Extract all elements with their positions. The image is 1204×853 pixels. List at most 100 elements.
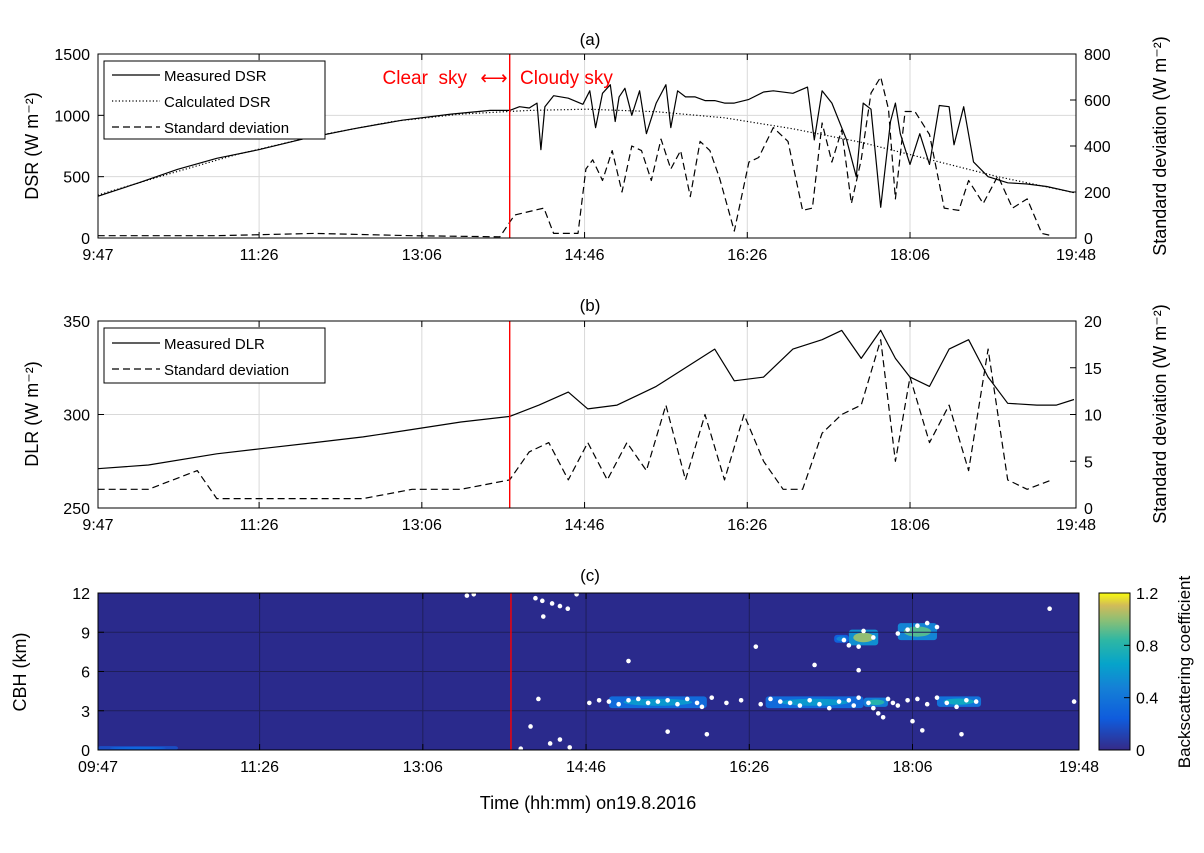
panel-c-label: (c)	[580, 566, 600, 585]
cbh-point	[616, 701, 621, 707]
cbh-point	[836, 699, 842, 704]
cbh-point	[866, 700, 871, 706]
panel-a-y2label: Standard deviation (W m⁻²)	[1150, 36, 1170, 256]
y2-tick-label: 600	[1084, 93, 1111, 110]
heatmap-cell-core	[780, 698, 849, 706]
cbh-point	[675, 701, 680, 707]
cbh-point	[533, 595, 538, 601]
x-tick-label: 18:06	[892, 759, 932, 776]
y-tick-label: 350	[63, 314, 90, 331]
colorbar-tick-label: 0	[1136, 743, 1145, 760]
y2-tick-label: 0	[1084, 231, 1093, 248]
cbh-point	[587, 700, 592, 706]
x-tick-label: 16:26	[727, 517, 767, 534]
cbh-point	[885, 696, 891, 702]
series-line-measured-dlr	[97, 329, 1075, 470]
cbh-point	[973, 699, 979, 704]
panel-b-series	[97, 329, 1075, 500]
x-tick-label: 13:06	[403, 759, 443, 776]
panel-b: (b) 9:47 11:26 13:06 14:46 16:26 18:06 19:48 25…	[22, 296, 1170, 534]
colorbar-label: Backscattering coefficient	[1175, 576, 1194, 769]
cbh-point	[880, 714, 886, 720]
cbh-point	[699, 704, 705, 710]
y2-tick-label: 20	[1084, 314, 1102, 331]
panel-c: (c) 09:47 11:26 13:06 14:46 16:26 18:06 19:480…	[10, 566, 1194, 813]
cbh-point	[768, 696, 773, 702]
legend-label-measured-dlr: Measured DLR	[164, 336, 265, 353]
panel-a-ylabel: DSR (W m⁻²)	[22, 92, 42, 199]
y-tick-label: 300	[63, 408, 90, 425]
annotation-cloudy-sky: Cloudy sky	[520, 68, 613, 89]
cbh-point	[540, 598, 545, 604]
colorbar	[1098, 592, 1131, 751]
cbh-point	[934, 624, 940, 630]
cbh-point	[895, 631, 901, 636]
cbh-point	[684, 696, 690, 702]
panel-c-xlabel: Time (hh:mm) on19.8.2016	[480, 793, 696, 813]
colorbar-tick-label: 1.2	[1136, 586, 1158, 603]
y-tick-label: 12	[72, 586, 90, 603]
panel-c-ylabel: CBH (km)	[10, 633, 30, 712]
y-tick-label: 0	[81, 231, 90, 248]
y2-tick-label: 400	[1084, 139, 1111, 156]
annotation-arrow: ⟷	[480, 68, 507, 89]
panel-b-ticks: 9:47 11:26 13:06 14:46 16:26 18:06 19:48 250 300…	[63, 314, 1102, 534]
x-tick-label: 18:06	[890, 247, 930, 264]
cbh-point	[557, 737, 563, 742]
cbh-point	[738, 697, 744, 703]
y2-tick-label: 10	[1084, 408, 1102, 425]
series-line-standard-deviation	[97, 339, 1052, 500]
cbh-point	[626, 697, 631, 703]
cbh-point	[812, 662, 817, 668]
cbh-point	[817, 701, 822, 707]
cbh-point	[694, 700, 700, 706]
x-tick-label: 14:46	[566, 759, 606, 776]
cbh-point	[924, 620, 930, 626]
panel-a-label: (a)	[580, 30, 601, 49]
cbh-point	[895, 703, 901, 708]
cbh-point	[540, 614, 546, 619]
x-tick-label: 19:48	[1059, 759, 1099, 776]
y2-tick-label: 800	[1084, 47, 1111, 64]
cbh-point	[1047, 606, 1052, 611]
series-line-standard-deviation	[97, 76, 1052, 238]
y-tick-label: 1500	[54, 47, 90, 64]
y-tick-label: 250	[63, 501, 90, 518]
cbh-point	[924, 701, 930, 707]
heatmap-cell-core	[853, 632, 874, 643]
cbh-point	[787, 700, 793, 706]
cbh-point	[758, 701, 764, 707]
legend-label-measured-dsr: Measured DSR	[164, 68, 267, 85]
x-tick-label: 16:26	[727, 247, 767, 264]
heatmap-cell-core	[903, 626, 932, 637]
cbh-point	[665, 729, 670, 734]
annotation-clear-cloudy: Clear sky ⟷ Cloudy sky	[383, 68, 614, 89]
y-tick-label: 3	[81, 704, 90, 721]
cbh-point	[464, 593, 470, 598]
heatmap-cell-core	[109, 746, 166, 750]
cbh-point	[934, 695, 940, 700]
cbh-point	[606, 699, 612, 704]
cbh-point	[856, 695, 861, 700]
cbh-point	[797, 703, 803, 708]
legend-label-standard-deviation-b: Standard deviation	[164, 362, 289, 379]
cbh-point	[635, 696, 641, 702]
cbh-point	[841, 637, 847, 643]
series-line-measured-dsr	[97, 84, 1075, 208]
y-tick-label: 1000	[54, 108, 90, 125]
x-tick-label: 19:48	[1056, 247, 1096, 264]
cbh-point	[856, 644, 861, 649]
panel-b-ylabel: DLR (W m⁻²)	[22, 361, 42, 466]
panel-a-series	[97, 76, 1075, 238]
x-tick-label: 11:26	[240, 247, 279, 264]
panel-b-label: (b)	[580, 296, 601, 315]
cbh-point	[528, 724, 533, 729]
cbh-point	[549, 601, 555, 606]
cbh-point	[826, 705, 832, 711]
cbh-points	[464, 592, 1077, 751]
y2-tick-label: 5	[1084, 454, 1093, 471]
x-tick-label: 14:46	[565, 247, 605, 264]
colorbar-tick-label: 0.8	[1136, 638, 1158, 655]
cbh-point	[846, 697, 852, 703]
cbh-point	[596, 697, 602, 703]
